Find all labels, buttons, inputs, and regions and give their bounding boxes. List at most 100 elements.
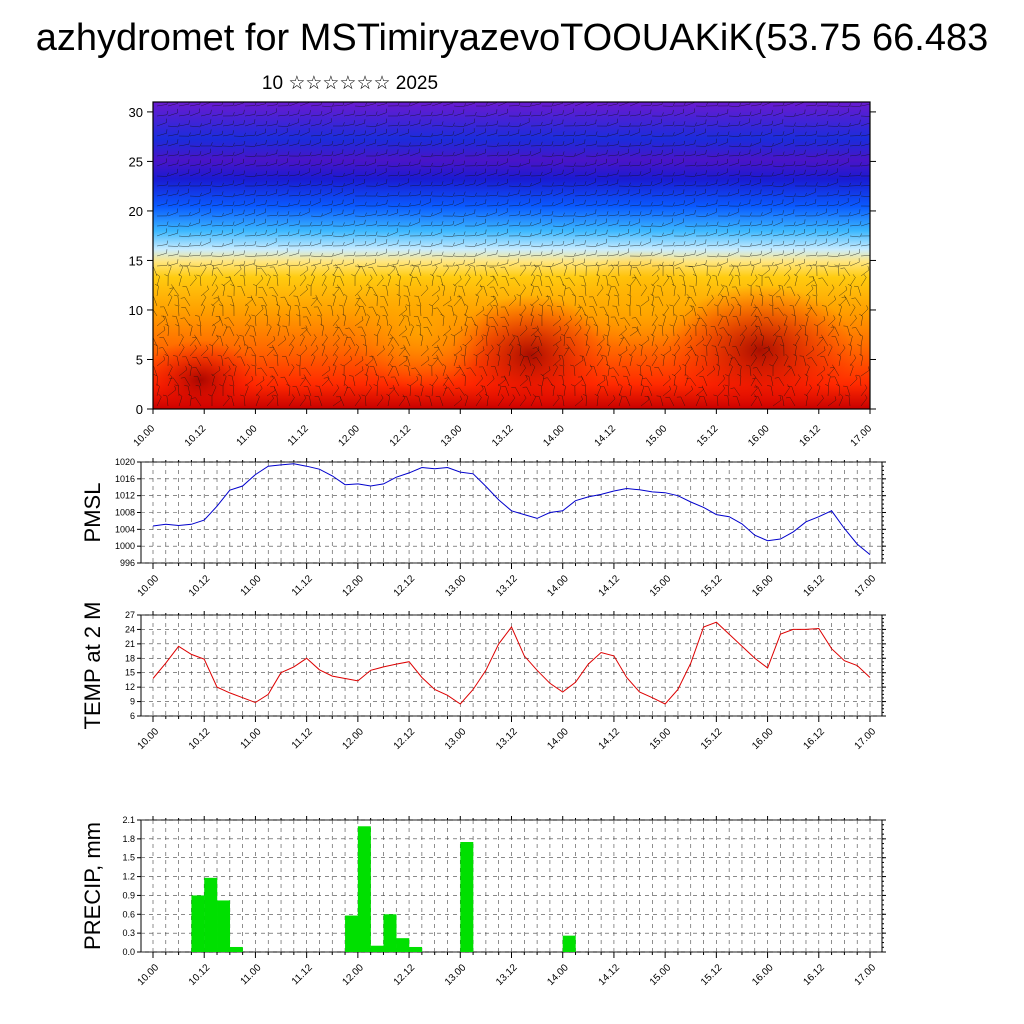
wind-barb xyxy=(614,376,620,387)
wind-barb xyxy=(211,172,222,177)
wind-barb-flag xyxy=(397,141,400,146)
wind-barb xyxy=(717,378,726,387)
wind-barb xyxy=(464,142,475,147)
wind-barb xyxy=(244,263,255,267)
wind-barb xyxy=(585,253,596,257)
wind-barb xyxy=(816,319,826,327)
wind-barb xyxy=(277,222,288,227)
wind-barb-flag xyxy=(653,323,657,328)
wind-barb-flag xyxy=(512,334,515,338)
wind-barb-flag xyxy=(807,307,812,309)
wind-barb xyxy=(211,195,222,197)
wind-barb xyxy=(222,173,233,177)
y-tick-label: 27 xyxy=(125,610,135,620)
wind-barb xyxy=(629,174,640,177)
wind-barb-flag xyxy=(320,119,322,124)
wind-barb-flag xyxy=(705,222,708,227)
wind-barb-flag xyxy=(551,201,554,206)
wind-barb-flag xyxy=(540,191,543,196)
wind-barb-flag xyxy=(677,334,680,338)
wind-barb-flag xyxy=(820,374,824,379)
wind-barb-flag xyxy=(265,139,267,145)
wind-barb xyxy=(299,211,310,217)
wind-barb-flag xyxy=(213,267,218,269)
wind-barb xyxy=(649,366,653,377)
wind-barb-flag xyxy=(512,394,516,399)
wind-barb xyxy=(464,131,475,137)
wind-barb-flag xyxy=(714,304,718,307)
wind-barb-flag xyxy=(305,325,308,330)
wind-barb-flag xyxy=(507,353,511,357)
wind-barb xyxy=(618,193,629,197)
wind-barb xyxy=(541,193,552,197)
wind-barb xyxy=(629,386,632,397)
wind-barb xyxy=(682,276,686,287)
wind-barb-flag xyxy=(811,285,814,289)
wind-barb-flag xyxy=(369,384,372,388)
wind-barb xyxy=(497,162,508,167)
wind-barb xyxy=(683,316,686,327)
wind-barb xyxy=(750,357,757,367)
wind-barb-flag xyxy=(859,240,862,245)
wind-barb xyxy=(651,326,657,337)
wind-barb xyxy=(772,203,783,207)
wind-barb xyxy=(316,297,323,307)
wind-barb-flag xyxy=(685,373,689,377)
wind-barb-flag xyxy=(558,374,563,377)
wind-barb xyxy=(310,242,321,247)
wind-barb xyxy=(607,254,618,257)
wind-barb-flag xyxy=(408,142,411,147)
wind-barb-flag xyxy=(671,373,676,377)
wind-barb xyxy=(508,125,519,128)
wind-barb xyxy=(332,113,343,117)
wind-barb xyxy=(860,387,868,397)
wind-barb xyxy=(541,253,552,257)
x-tick-label: 16.00 xyxy=(746,423,772,449)
wind-barb-flag xyxy=(697,317,702,320)
wind-barb xyxy=(233,123,244,127)
wind-barb-flag xyxy=(859,109,861,114)
wind-barb xyxy=(618,214,629,217)
wind-barb xyxy=(695,356,699,367)
wind-barb xyxy=(838,347,846,357)
wind-barb xyxy=(266,184,277,187)
wind-barb-flag xyxy=(529,102,532,107)
wind-barb-flag xyxy=(831,284,835,289)
wind-barb xyxy=(822,337,829,347)
wind-barb xyxy=(596,153,607,157)
wind-barb-flag xyxy=(356,297,361,300)
wind-barb-flag xyxy=(737,304,742,307)
wind-barb xyxy=(493,286,499,297)
wind-barb-flag xyxy=(654,354,658,358)
wind-barb-flag xyxy=(724,384,729,387)
wind-barb-flag xyxy=(450,334,455,337)
wind-barb xyxy=(805,202,816,207)
wind-barb-flag xyxy=(224,317,229,319)
wind-barb xyxy=(233,113,244,117)
wind-barb xyxy=(431,348,440,357)
wind-barb xyxy=(437,307,444,317)
wind-barb xyxy=(827,204,838,207)
wind-barb xyxy=(640,225,651,227)
wind-barb-flag xyxy=(871,251,872,255)
wind-barb-flag xyxy=(320,159,322,164)
wind-barb xyxy=(153,296,158,307)
wind-barb xyxy=(354,369,364,377)
wind-barb-flag xyxy=(331,180,333,185)
wind-barb-flag xyxy=(570,364,575,367)
wind-barb-flag xyxy=(464,303,469,307)
wind-barb-flag xyxy=(397,191,400,196)
wind-barb xyxy=(684,225,695,228)
wind-barb xyxy=(418,266,422,277)
wind-barb xyxy=(827,386,829,397)
wind-barb xyxy=(464,262,475,267)
wind-barb-flag xyxy=(408,260,410,265)
wind-barb-flag xyxy=(815,130,818,135)
wind-barb-flag xyxy=(730,387,735,389)
wind-barb xyxy=(332,213,343,217)
wind-barb xyxy=(299,144,310,147)
wind-barb xyxy=(343,224,354,227)
wind-barb xyxy=(196,357,202,367)
x-tick-label: 13.00 xyxy=(443,573,469,599)
wind-barb xyxy=(453,336,455,347)
